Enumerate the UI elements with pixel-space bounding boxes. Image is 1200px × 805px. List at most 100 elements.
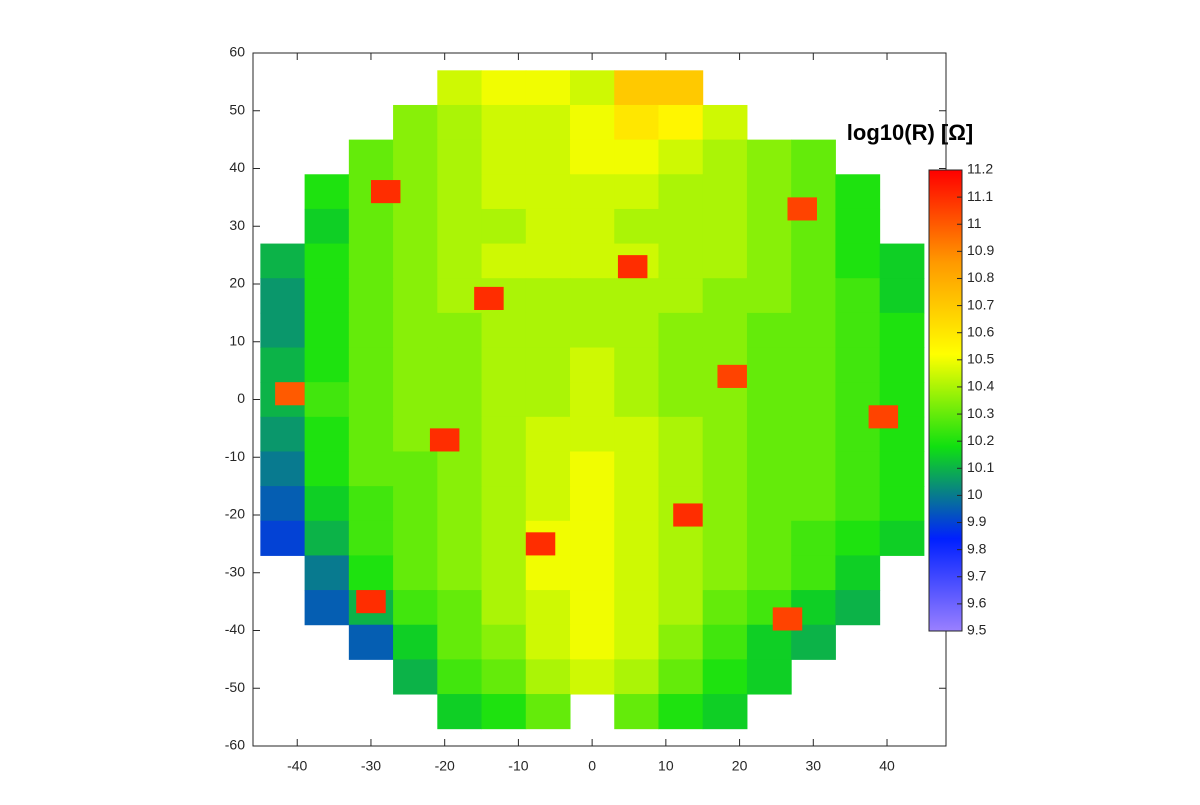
heatmap-cell: [525, 139, 571, 175]
heatmap-cell: [879, 520, 925, 556]
heatmap-cell: [791, 416, 836, 452]
heatmap-cell: [393, 382, 438, 418]
heatmap-cell: [481, 312, 527, 349]
heatmap-cell: [570, 174, 615, 210]
y-tick-label: 40: [229, 159, 245, 175]
hot-spot: [525, 532, 556, 556]
x-tick-label: 10: [658, 758, 674, 774]
heatmap-cell: [746, 624, 792, 660]
heatmap-cell: [525, 451, 571, 487]
heatmap-cell: [525, 243, 571, 279]
heatmap-cell: [260, 486, 306, 522]
heatmap-cell: [525, 70, 571, 106]
colorbar-tick-label: 10.6: [967, 323, 994, 339]
heatmap-cell: [614, 590, 659, 626]
heatmap-cell: [835, 278, 881, 314]
heatmap-cell: [481, 174, 527, 210]
heatmap-cell: [614, 451, 659, 487]
colorbar-tick-label: 10.9: [967, 242, 994, 258]
heatmap-cell: [746, 555, 792, 591]
heatmap-cell: [879, 451, 925, 487]
heatmap-cell: [348, 243, 394, 279]
heatmap-cell: [835, 174, 881, 210]
heatmap-cell: [702, 520, 748, 556]
heatmap-cell: [570, 243, 615, 279]
colorbar-label: log10(R) [Ω]: [847, 120, 973, 145]
y-tick-label: 20: [229, 275, 245, 291]
heatmap-cell: [746, 659, 792, 695]
heatmap-cell: [835, 520, 881, 556]
heatmap-cell: [879, 347, 925, 383]
y-tick-label: 60: [229, 44, 245, 60]
heatmap-cell: [658, 520, 704, 556]
heatmap-cell: [702, 624, 748, 660]
heatmap-cell: [835, 486, 881, 522]
heatmap-cell: [879, 278, 925, 314]
heatmap-cell: [481, 243, 527, 279]
heatmap-cell: [570, 659, 615, 695]
colorbar-tick-label: 10.7: [967, 296, 994, 312]
heatmap-cell: [570, 208, 615, 245]
heatmap-cell: [437, 486, 483, 522]
colorbar-tick-label: 10: [967, 486, 983, 502]
heatmap-cell: [658, 451, 704, 487]
heatmap-cell: [658, 174, 704, 210]
heatmap-cell: [658, 70, 704, 106]
heatmap-cell: [437, 451, 483, 487]
colorbar-tick-label: 9.8: [967, 540, 987, 556]
heatmap-cell: [437, 104, 483, 141]
heatmap-cell: [525, 347, 571, 383]
heatmap-cell: [835, 451, 881, 487]
heatmap-cell: [879, 312, 925, 349]
heatmap-cell: [393, 104, 438, 141]
heatmap-cell: [658, 104, 704, 141]
heatmap-cell: [746, 416, 792, 452]
heatmap-cell: [260, 243, 306, 279]
heatmap-cell: [702, 208, 748, 245]
heatmap-cell: [658, 312, 704, 349]
heatmap-cell: [835, 312, 881, 349]
heatmap-cell: [702, 590, 748, 626]
heatmap-cell: [393, 590, 438, 626]
heatmap-cell: [791, 382, 836, 418]
heatmap-cell: [791, 486, 836, 522]
heatmap-cell: [348, 139, 394, 175]
heatmap-cell: [658, 382, 704, 418]
heatmap-cell: [614, 555, 659, 591]
heatmap-cell: [835, 243, 881, 279]
heatmap-cell: [393, 208, 438, 245]
heatmap-cell: [481, 659, 527, 695]
hot-spot: [673, 503, 703, 527]
heatmap-cell: [260, 416, 306, 452]
heatmap-cell: [835, 590, 881, 626]
heatmap-cell: [658, 590, 704, 626]
heatmap-cell: [525, 208, 571, 245]
heatmap-cell: [614, 486, 659, 522]
heatmap-cell: [304, 555, 350, 591]
heatmap-cell: [614, 70, 659, 106]
heatmap-cell: [614, 104, 659, 141]
heatmap-cell: [614, 208, 659, 245]
heatmap-cell: [437, 139, 483, 175]
heatmap-cell: [570, 555, 615, 591]
heatmap-cell: [570, 520, 615, 556]
heatmap-cell: [746, 520, 792, 556]
colorbar-tick-label: 10.2: [967, 432, 994, 448]
heatmap-cell: [746, 347, 792, 383]
heatmap-cell: [614, 624, 659, 660]
hot-spot: [868, 405, 899, 429]
y-tick-label: -60: [225, 737, 245, 753]
heatmap-cell: [570, 312, 615, 349]
heatmap-cell: [614, 347, 659, 383]
heatmap-cell: [614, 382, 659, 418]
colorbar-tick-label: 10.4: [967, 378, 994, 394]
heatmap-cell: [570, 347, 615, 383]
y-tick-label: -30: [225, 563, 245, 579]
heatmap-cell: [791, 451, 836, 487]
heatmap-cell: [614, 278, 659, 314]
heatmap-cell: [393, 312, 438, 349]
heatmap-cell: [525, 624, 571, 660]
heatmap-cell: [437, 520, 483, 556]
hot-spot: [617, 255, 648, 279]
